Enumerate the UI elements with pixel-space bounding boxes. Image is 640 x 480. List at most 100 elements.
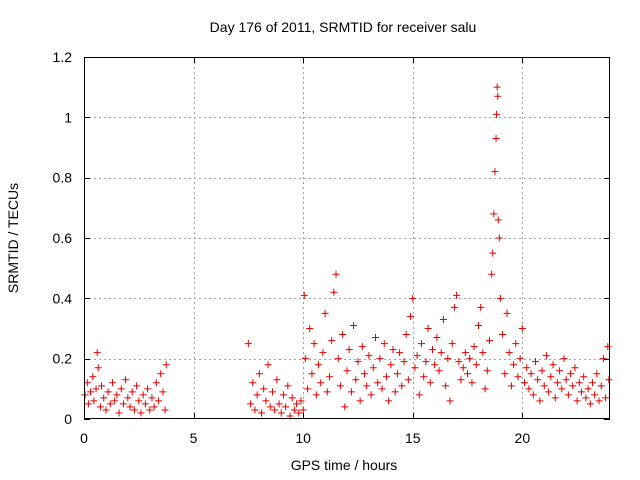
data-point xyxy=(330,288,338,296)
data-point xyxy=(162,361,170,369)
data-point xyxy=(599,355,607,363)
data-point xyxy=(124,394,132,402)
data-points xyxy=(81,83,613,420)
data-point xyxy=(503,309,511,317)
data-point xyxy=(108,379,116,387)
data-point xyxy=(262,397,270,405)
data-point xyxy=(396,349,404,357)
data-point xyxy=(135,397,143,405)
data-point xyxy=(367,391,375,399)
data-point xyxy=(275,400,283,408)
data-point xyxy=(595,397,603,405)
data-point xyxy=(244,340,252,348)
data-point xyxy=(483,367,491,375)
data-point xyxy=(468,379,476,387)
data-point xyxy=(564,391,572,399)
data-point xyxy=(374,379,382,387)
data-point xyxy=(466,355,474,363)
data-point xyxy=(304,385,312,393)
data-point xyxy=(493,83,501,91)
y-tick-label: 0 xyxy=(64,411,72,427)
data-point xyxy=(363,382,371,390)
y-tick-label: 0.6 xyxy=(53,230,73,246)
data-point xyxy=(415,391,423,399)
data-point xyxy=(277,409,285,417)
data-point xyxy=(251,406,259,414)
data-point xyxy=(540,382,548,390)
data-point xyxy=(560,355,568,363)
data-point xyxy=(523,364,531,372)
data-point xyxy=(422,358,430,366)
data-point xyxy=(549,361,557,369)
data-point xyxy=(81,391,89,399)
data-point xyxy=(258,409,266,417)
data-point xyxy=(310,340,318,348)
data-point xyxy=(150,403,158,411)
x-tick-label: 10 xyxy=(295,430,311,446)
data-point xyxy=(393,370,401,378)
data-point xyxy=(117,385,125,393)
data-point xyxy=(402,331,410,339)
data-point xyxy=(93,349,101,357)
data-point xyxy=(553,379,561,387)
data-point xyxy=(450,303,458,311)
data-point xyxy=(115,409,123,417)
data-point xyxy=(404,376,412,384)
data-point xyxy=(341,403,349,411)
data-point xyxy=(300,291,308,299)
x-tick-label: 0 xyxy=(80,430,88,446)
data-point xyxy=(459,364,467,372)
data-point xyxy=(89,373,97,381)
data-point xyxy=(90,397,98,405)
data-point xyxy=(369,364,377,372)
data-point xyxy=(521,379,529,387)
data-point xyxy=(130,406,138,414)
data-point xyxy=(494,216,502,224)
data-point xyxy=(321,309,329,317)
data-point xyxy=(347,388,355,396)
y-tick-label: 0.4 xyxy=(53,290,73,306)
data-point xyxy=(141,400,149,408)
data-point xyxy=(588,379,596,387)
data-point xyxy=(96,403,104,411)
x-axis-title: GPS time / hours xyxy=(291,457,398,473)
data-point xyxy=(558,385,566,393)
data-point xyxy=(542,352,550,360)
data-point xyxy=(448,340,456,348)
data-point xyxy=(567,370,575,378)
data-point xyxy=(398,382,406,390)
data-point xyxy=(491,168,499,176)
data-point xyxy=(389,346,397,354)
data-point xyxy=(479,349,487,357)
data-point xyxy=(159,388,167,396)
data-point xyxy=(266,403,274,411)
data-point xyxy=(323,388,331,396)
data-point xyxy=(586,400,594,408)
data-point xyxy=(602,394,610,402)
data-point xyxy=(413,352,421,360)
data-point xyxy=(534,376,542,384)
data-point xyxy=(345,346,353,354)
data-point xyxy=(527,370,535,378)
data-point xyxy=(133,382,141,390)
x-tick-label: 20 xyxy=(515,430,531,446)
data-point xyxy=(597,382,605,390)
data-point xyxy=(102,406,110,414)
data-point xyxy=(431,361,439,369)
data-point xyxy=(457,376,465,384)
data-point xyxy=(391,388,399,396)
data-point xyxy=(104,388,112,396)
data-point xyxy=(582,394,590,402)
data-point xyxy=(356,397,364,405)
data-point xyxy=(161,406,169,414)
data-point xyxy=(556,367,564,375)
data-point xyxy=(279,391,287,399)
data-point xyxy=(273,376,281,384)
data-point xyxy=(350,321,358,329)
data-point xyxy=(339,331,347,339)
data-point xyxy=(380,340,388,348)
data-point xyxy=(382,373,390,381)
y-axis-title: SRMTID / TECUs xyxy=(5,183,21,293)
data-point xyxy=(352,376,360,384)
